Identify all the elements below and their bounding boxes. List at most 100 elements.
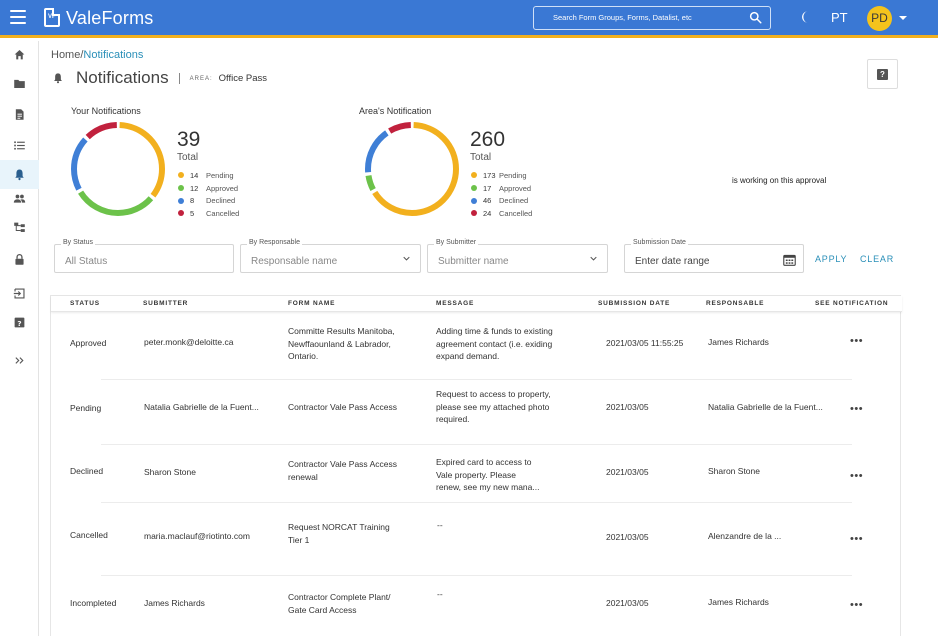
- app-title[interactable]: ValeForms: [66, 8, 154, 28]
- sidebar-item-help[interactable]: ?: [0, 309, 39, 335]
- sidebar-item-notifications[interactable]: [0, 160, 39, 189]
- submitter-filter[interactable]: By Submitter Submitter name: [427, 239, 608, 273]
- avatar[interactable]: PD: [867, 6, 892, 31]
- legend-label: Approved: [499, 183, 532, 193]
- table-row[interactable]: Declined Sharon Stone Contractor Vale Pa…: [51, 445, 902, 503]
- form-name-line: Contractor Vale Pass Access: [288, 402, 397, 412]
- users-icon: [13, 194, 26, 203]
- legend-value: 14: [190, 170, 199, 180]
- more-options-icon[interactable]: •••: [850, 533, 864, 545]
- chart-title-your-notifications: Your Notifications: [71, 106, 141, 116]
- sidebar-item-hierarchy[interactable]: [0, 214, 39, 240]
- total-count: 39: [177, 128, 201, 151]
- date-filter[interactable]: Submission Date Enter date range: [624, 239, 804, 273]
- help-button[interactable]: ?: [867, 59, 898, 89]
- message-cell: --: [437, 519, 443, 532]
- bell-icon: [54, 73, 62, 84]
- chevron-down-icon[interactable]: [590, 255, 597, 262]
- page-title: Notifications: [76, 68, 169, 87]
- donut-slice-approved[interactable]: [71, 122, 165, 216]
- legend-label: Cancelled: [206, 208, 240, 218]
- top-bar: VF ValeForms Search Form Groups, Forms, …: [0, 0, 938, 38]
- message-line: agreement contact (i.e. exiding: [436, 338, 553, 349]
- message-line: Expired card to access to: [436, 457, 532, 467]
- column-header-form-name[interactable]: FORM NAME: [288, 300, 336, 307]
- legend-item-cancelled: 5 Cancelled: [178, 207, 239, 220]
- column-header-message[interactable]: MESSAGE: [436, 300, 475, 307]
- sidebar-item-forms[interactable]: [0, 101, 39, 127]
- legend-item-declined: 46 Declined: [471, 194, 532, 207]
- more-options-icon[interactable]: •••: [850, 470, 864, 482]
- lock-icon: [15, 253, 24, 265]
- language-switch[interactable]: PT: [831, 10, 848, 25]
- sidebar-item-datalist[interactable]: [0, 132, 39, 158]
- legend-dot-icon: [178, 197, 184, 204]
- status-cell: Declined: [70, 466, 104, 476]
- status-cell: Approved: [70, 338, 107, 348]
- sidebar-item-home[interactable]: [0, 41, 39, 67]
- total-label: Total: [470, 152, 492, 163]
- donut-chart-area-notification: [365, 122, 459, 216]
- status-filter[interactable]: By Status All Status: [54, 239, 234, 273]
- legend-value: 46: [483, 196, 492, 206]
- more-options-icon[interactable]: •••: [850, 599, 864, 611]
- donut-slice-pending[interactable]: [71, 122, 165, 216]
- search-input[interactable]: Search Form Groups, Forms, Datalist, etc: [533, 6, 771, 30]
- breadcrumb-current[interactable]: Notifications: [83, 49, 144, 61]
- message-line: please see my attached photo: [436, 401, 550, 412]
- breadcrumb-home[interactable]: Home/: [51, 49, 84, 61]
- form-name-line: renewal: [288, 471, 318, 482]
- donut-slice-declined[interactable]: [365, 122, 459, 216]
- bell-icon: [15, 169, 24, 181]
- form-name-cell: Contractor Vale Pass Access renewal: [288, 458, 397, 483]
- filter-value: Responsable name: [251, 256, 338, 267]
- responsable-filter[interactable]: By Responsable Responsable name: [240, 239, 421, 273]
- table-row[interactable]: Cancelled maria.maclauf@riotinto.com Req…: [51, 503, 902, 576]
- column-header-responsable[interactable]: RESPONSABLE: [706, 300, 765, 307]
- calendar-icon[interactable]: [783, 254, 796, 266]
- chevron-down-icon[interactable]: [403, 255, 410, 262]
- help-icon: ?: [14, 317, 25, 327]
- menu-icon[interactable]: [10, 10, 26, 24]
- sidebar-item-security[interactable]: [0, 246, 39, 272]
- filter-value: Submitter name: [438, 256, 509, 267]
- responsable-cell: Natalia Gabrielle de la Fuent...: [708, 402, 823, 412]
- form-name-line: Committe Results Manitoba,: [288, 326, 395, 336]
- sidebar-item-users[interactable]: [0, 185, 39, 211]
- expand-icon: [15, 356, 24, 364]
- hierarchy-icon: [14, 222, 25, 232]
- legend-label: Pending: [206, 170, 234, 180]
- column-header-see-notification[interactable]: SEE NOTIFICATION: [815, 300, 889, 307]
- table-row[interactable]: Incompleted James Richards Contractor Co…: [51, 576, 902, 637]
- sidebar-item-logout[interactable]: [0, 280, 39, 306]
- donut-chart-your-notifications: [71, 122, 165, 216]
- sidebar-item-folders[interactable]: [0, 70, 39, 96]
- help-icon: ?: [877, 68, 888, 80]
- apply-button[interactable]: APPLY: [815, 254, 848, 264]
- sidebar-item-expand[interactable]: [0, 347, 39, 373]
- column-header-status[interactable]: STATUS: [70, 300, 100, 307]
- more-options-icon[interactable]: •••: [850, 403, 864, 415]
- column-header-submission-date[interactable]: SUBMISSION DATE: [598, 300, 671, 307]
- home-icon: [14, 49, 25, 59]
- chart-legend: 173 Pending 17 Approved 46 Declined 24 Cancelle…: [471, 169, 532, 220]
- form-name-line: Contractor Vale Pass Access: [288, 459, 397, 469]
- moon-icon[interactable]: [799, 10, 813, 24]
- legend-value: 173: [483, 170, 496, 180]
- document-icon: [15, 108, 24, 120]
- submitter-cell: Natalia Gabrielle de la Fuent...: [144, 402, 259, 412]
- table-row[interactable]: Pending Natalia Gabrielle de la Fuent...…: [51, 380, 902, 445]
- more-options-icon[interactable]: •••: [850, 335, 864, 347]
- table-row[interactable]: Approved peter.monk@deloitte.ca Committe…: [51, 313, 902, 380]
- message-line: renew, see my new mana...: [436, 482, 540, 493]
- filter-value: All Status: [65, 256, 108, 267]
- status-cell: Incompleted: [70, 598, 117, 608]
- message-line: --: [437, 589, 443, 599]
- donut-slice-declined[interactable]: [71, 122, 165, 216]
- chevron-down-icon[interactable]: [899, 16, 907, 20]
- column-header-submitter[interactable]: SUBMITTER: [143, 300, 189, 307]
- clear-button[interactable]: CLEAR: [860, 254, 895, 264]
- search-icon[interactable]: [749, 11, 762, 24]
- legend-label: Approved: [206, 183, 239, 193]
- donut-slice-pending[interactable]: [365, 122, 459, 216]
